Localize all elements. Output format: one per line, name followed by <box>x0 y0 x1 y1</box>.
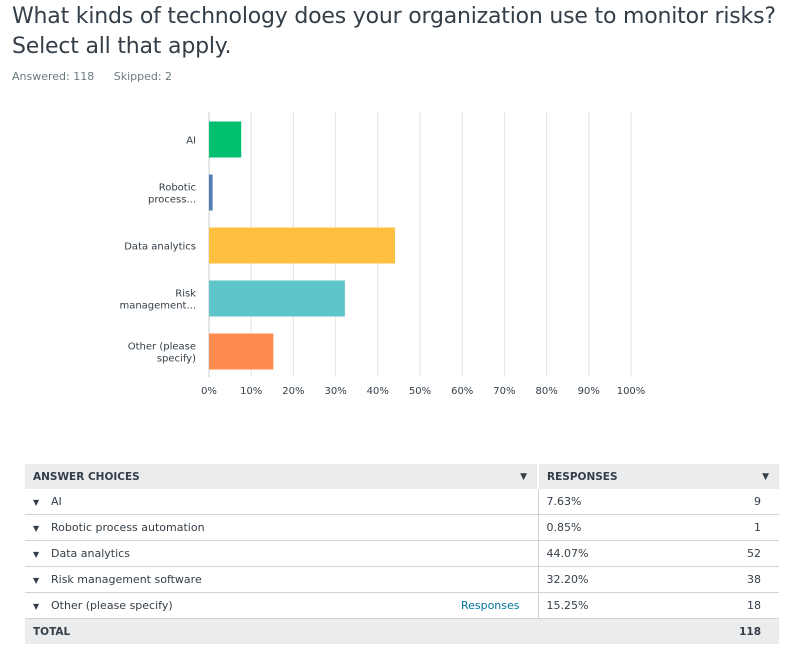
answer-table: ANSWER CHOICES ▼ RESPONSES ▼ ▼ AI 7.63% 9… <box>25 464 779 644</box>
bar <box>209 174 213 211</box>
skipped-count: Skipped: 2 <box>113 70 173 83</box>
response-percent: 32.20% <box>538 566 685 593</box>
response-count: 9 <box>684 489 779 515</box>
total-count: 118 <box>684 618 779 644</box>
responses-header[interactable]: RESPONSES ▼ <box>538 464 779 489</box>
category-label: Risk <box>175 289 196 300</box>
x-tick-label: 20% <box>282 386 304 397</box>
answer-label: Risk management software <box>51 573 202 586</box>
expand-caret-icon[interactable]: ▼ <box>33 602 40 611</box>
response-percent: 44.07% <box>538 540 685 567</box>
x-tick-label: 0% <box>201 386 217 397</box>
answer-label: Data analytics <box>51 547 130 560</box>
x-tick-label: 90% <box>578 386 600 397</box>
x-tick-label: 80% <box>535 386 557 397</box>
sort-caret-icon[interactable]: ▼ <box>520 472 527 482</box>
table-header-row: ANSWER CHOICES ▼ RESPONSES ▼ <box>25 464 779 489</box>
total-label: TOTAL <box>25 618 685 644</box>
category-label: Data analytics <box>124 242 196 253</box>
responses-link[interactable]: Responses <box>460 599 520 612</box>
answer-label: Robotic process automation <box>51 521 205 534</box>
category-label: specify) <box>157 354 196 365</box>
table-row: ▼ Other (please specify) Responses 15.25% … <box>25 592 779 619</box>
category-label: AI <box>186 136 196 147</box>
x-tick-label: 50% <box>409 386 431 397</box>
x-tick-label: 100% <box>617 386 646 397</box>
answer-label: Other (please specify) <box>51 599 173 612</box>
answered-count: Answered: 118 <box>12 70 95 83</box>
category-label: management... <box>119 301 196 312</box>
bar <box>209 333 274 370</box>
category-label: Other (please <box>128 342 196 353</box>
bar-chart: 0% 10% 20% 30% 40% 50% 60% 70% 80% 90% 100% AI Robot… <box>119 112 646 397</box>
response-count: 52 <box>684 540 779 567</box>
response-percent: 7.63% <box>538 489 685 515</box>
category-label: process... <box>148 195 196 206</box>
table-row: ▼ Data analytics 44.07% 52 <box>25 540 779 567</box>
response-count: 18 <box>684 592 779 619</box>
response-percent: 0.85% <box>538 514 685 541</box>
expand-caret-icon[interactable]: ▼ <box>33 498 40 507</box>
x-tick-label: 30% <box>324 386 346 397</box>
question-title: What kinds of technology does your organ… <box>12 4 776 59</box>
table-row: ▼ AI 7.63% 9 <box>25 489 779 515</box>
x-tick-label: 70% <box>493 386 515 397</box>
answer-label: AI <box>51 495 62 508</box>
response-count: 38 <box>684 566 779 593</box>
response-count: 1 <box>684 514 779 541</box>
sort-caret-icon[interactable]: ▼ <box>762 472 769 482</box>
expand-caret-icon[interactable]: ▼ <box>33 550 40 559</box>
table-row: ▼ Risk management software 32.20% 38 <box>25 566 779 593</box>
answer-choices-header[interactable]: ANSWER CHOICES ▼ <box>25 464 539 489</box>
table-row: ▼ Robotic process automation 0.85% 1 <box>25 514 779 541</box>
expand-caret-icon[interactable]: ▼ <box>33 576 40 585</box>
expand-caret-icon[interactable]: ▼ <box>33 524 40 533</box>
bar <box>209 280 345 317</box>
bar <box>209 121 242 158</box>
response-stats: Answered: 118 Skipped: 2 <box>12 70 188 83</box>
bar <box>209 227 395 264</box>
category-label: Robotic <box>159 183 196 194</box>
x-tick-label: 40% <box>367 386 389 397</box>
total-row: TOTAL 118 <box>25 618 779 644</box>
response-percent: 15.25% <box>538 592 685 619</box>
x-tick-label: 10% <box>240 386 262 397</box>
x-tick-label: 60% <box>451 386 473 397</box>
